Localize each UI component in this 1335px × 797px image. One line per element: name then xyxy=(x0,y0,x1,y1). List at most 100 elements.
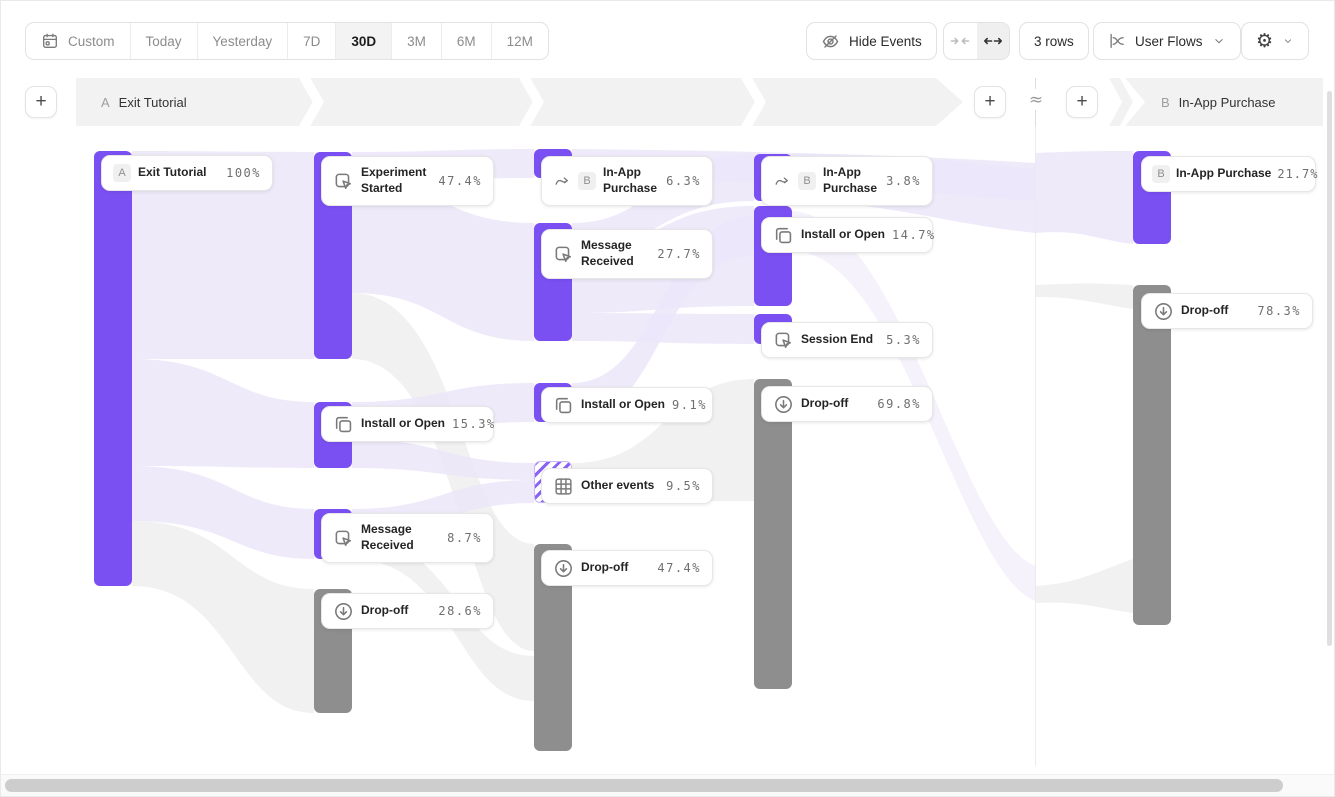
flow-b-badge: B xyxy=(798,172,816,190)
range-today[interactable]: Today xyxy=(129,23,197,59)
grid-icon xyxy=(555,477,572,495)
chevron-down-icon xyxy=(1214,39,1223,44)
jump-to-flow-icon xyxy=(555,177,568,185)
flow-node-card-experiment-started[interactable]: Experiment Started 47.4% xyxy=(321,156,494,206)
node-label: Install or Open xyxy=(581,397,666,412)
node-percent: 78.3% xyxy=(1257,304,1301,318)
install-icon xyxy=(335,416,352,432)
flow-node-card-in-app-purchase-4[interactable]: B In-App Purchase 3.8% xyxy=(761,156,933,206)
node-label: Session End xyxy=(801,332,874,347)
rows-button[interactable]: 3 rows xyxy=(1019,22,1089,60)
flow-node-card-dropoff-3[interactable]: Drop-off 47.4% xyxy=(541,550,713,586)
node-label: Drop-off xyxy=(801,396,849,411)
flow-node-card-session-end[interactable]: Session End 5.3% xyxy=(761,322,933,358)
dropoff-icon xyxy=(335,602,352,620)
arrows-outward-icon xyxy=(983,37,1002,45)
flow-a-badge: A xyxy=(113,164,131,182)
node-label: Message Received xyxy=(361,522,414,552)
node-label: In-App Purchase xyxy=(603,165,658,195)
add-step-after-button[interactable]: + xyxy=(974,86,1006,118)
range-6m[interactable]: 6M xyxy=(440,23,491,59)
flow-node-card-exit-tutorial[interactable]: A Exit Tutorial 100% xyxy=(101,155,273,191)
arrows-inward-icon xyxy=(950,37,970,45)
event-action-icon xyxy=(335,173,352,189)
node-label: Other events xyxy=(581,478,655,493)
event-action-icon xyxy=(555,246,572,262)
eye-off-icon xyxy=(822,34,839,48)
flow-node-card-in-app-purchase-3[interactable]: B In-App Purchase 6.3% xyxy=(541,156,713,206)
range-12m[interactable]: 12M xyxy=(490,23,548,59)
range-custom[interactable]: Custom xyxy=(26,23,130,59)
user-flows-chart-icon xyxy=(1110,33,1124,48)
view-selector-button[interactable]: User Flows xyxy=(1093,22,1241,60)
flow-node-card-other-events[interactable]: Other events 9.5% xyxy=(541,468,713,504)
flow-node-card-b-in-app-purchase[interactable]: B In-App Purchase 21.7% xyxy=(1141,156,1317,192)
node-label: Message Received xyxy=(581,238,634,268)
node-label: Exit Tutorial xyxy=(138,165,207,180)
flow-divider-top xyxy=(1035,78,1036,89)
flow-b-title: B In-App Purchase xyxy=(1161,94,1276,110)
node-percent: 100% xyxy=(226,166,261,180)
flow-b-badge: B xyxy=(1152,165,1170,183)
node-label: Experiment Started xyxy=(361,165,427,195)
node-label: Drop-off xyxy=(1181,303,1229,318)
node-percent: 3.8% xyxy=(886,174,921,188)
calendar-icon xyxy=(43,33,57,48)
install-icon xyxy=(555,397,572,413)
add-step-before-button[interactable]: + xyxy=(25,86,57,118)
flow-bar-dropoff-4[interactable] xyxy=(754,379,792,689)
node-label: Install or Open xyxy=(361,416,446,431)
dropoff-icon xyxy=(555,559,572,577)
flow-bar-exit-tutorial[interactable] xyxy=(94,151,132,586)
flow-node-card-install-or-open-3[interactable]: Install or Open 9.1% xyxy=(541,387,713,423)
range-7d[interactable]: 7D xyxy=(287,23,335,59)
range-3m[interactable]: 3M xyxy=(391,23,441,59)
node-percent: 8.7% xyxy=(447,531,482,545)
install-icon xyxy=(775,227,792,243)
horizontal-scrollbar-thumb[interactable] xyxy=(5,779,1283,792)
event-action-icon xyxy=(775,332,792,348)
range-label: Custom xyxy=(68,33,115,49)
flow-node-card-dropoff-2[interactable]: Drop-off 28.6% xyxy=(321,593,494,629)
flow-a-title: A Exit Tutorial xyxy=(101,94,187,110)
flow-node-card-install-or-open-4[interactable]: Install or Open 14.7% xyxy=(761,217,936,253)
gear-icon: ⚙ xyxy=(1256,29,1274,52)
node-percent: 15.3% xyxy=(452,417,496,431)
node-percent: 47.4% xyxy=(657,561,701,575)
flow-node-card-message-received-3[interactable]: Message Received 27.7% xyxy=(541,229,713,279)
date-range-selector: Custom Today Yesterday 7D 30D 3M 6M 12M xyxy=(25,22,549,60)
node-percent: 47.4% xyxy=(438,174,482,188)
chevron-down-icon xyxy=(1284,39,1292,43)
node-percent: 69.8% xyxy=(877,397,921,411)
node-percent: 9.1% xyxy=(672,398,707,412)
node-label: Drop-off xyxy=(361,603,409,618)
node-percent: 6.3% xyxy=(666,174,701,188)
approx-connector: ≈ xyxy=(1028,90,1044,110)
node-percent: 9.5% xyxy=(666,479,701,493)
jump-to-flow-icon xyxy=(775,177,788,185)
expand-columns-button[interactable] xyxy=(976,23,1009,59)
settings-button[interactable]: ⚙ xyxy=(1241,22,1309,60)
node-percent: 27.7% xyxy=(657,247,701,261)
range-30d-selected[interactable]: 30D xyxy=(335,23,392,59)
vertical-scrollbar-thumb[interactable] xyxy=(1327,91,1332,646)
event-action-icon xyxy=(335,530,352,546)
flow-divider-top xyxy=(1035,110,1036,126)
flow-node-card-message-received-2[interactable]: Message Received 8.7% xyxy=(321,513,494,563)
range-yesterday[interactable]: Yesterday xyxy=(196,23,288,59)
flow-node-card-dropoff-4[interactable]: Drop-off 69.8% xyxy=(761,386,933,422)
flow-bar-b-dropoff[interactable] xyxy=(1133,285,1171,625)
collapse-columns-button[interactable] xyxy=(944,23,977,59)
flow-node-card-install-or-open-2[interactable]: Install or Open 15.3% xyxy=(321,406,494,442)
node-label: In-App Purchase xyxy=(1176,166,1272,181)
flow-node-card-b-dropoff[interactable]: Drop-off 78.3% xyxy=(1141,293,1313,329)
node-percent: 5.3% xyxy=(886,333,921,347)
flow-b-badge: B xyxy=(578,172,596,190)
flow-a-step-band[interactable]: A Exit Tutorial xyxy=(76,78,963,126)
add-step-before-goal-button[interactable]: + xyxy=(1066,86,1098,118)
hide-events-button[interactable]: Hide Events xyxy=(806,22,937,60)
node-percent: 14.7% xyxy=(892,228,936,242)
dropoff-icon xyxy=(1155,302,1172,320)
flow-b-step-band[interactable]: B In-App Purchase xyxy=(1125,78,1323,126)
